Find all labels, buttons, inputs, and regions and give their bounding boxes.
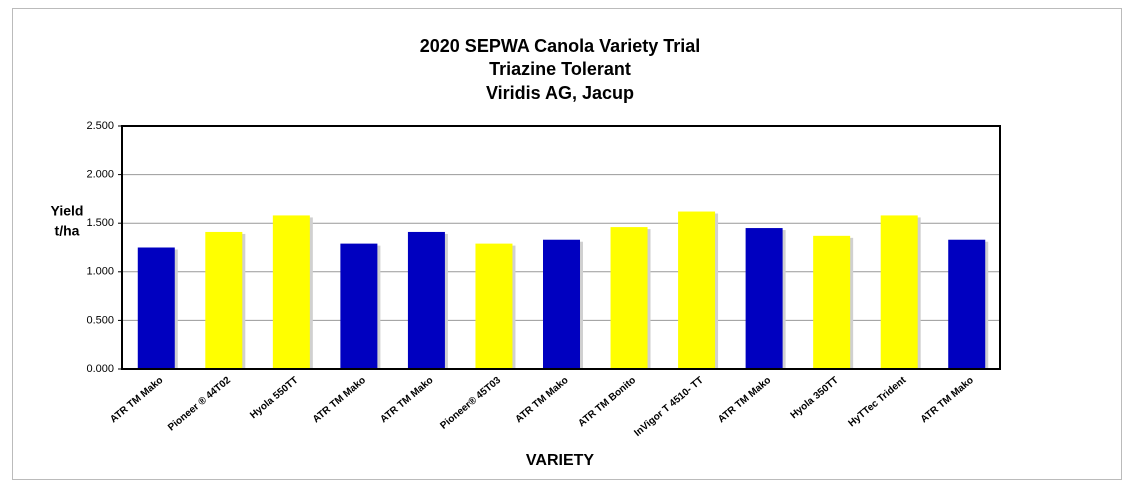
y-tick-label: 1.000 (86, 266, 114, 278)
bar (205, 231, 243, 369)
bar (678, 211, 716, 369)
y-tick-label: 2.000 (86, 169, 114, 181)
chart-title: 2020 SEPWA Canola Variety Trial (420, 36, 700, 56)
bar (745, 228, 783, 369)
y-tick-label: 1.500 (86, 217, 114, 229)
bar (137, 247, 175, 369)
bar (475, 243, 513, 369)
y-tick-label: 0.500 (86, 314, 114, 326)
y-tick-label: 2.500 (86, 120, 114, 132)
x-axis-label: VARIETY (526, 452, 594, 469)
bar (407, 231, 445, 369)
plot-frame (121, 125, 1001, 370)
y-axis-label: Yield (51, 203, 84, 219)
bar (880, 215, 918, 369)
bar (813, 235, 851, 369)
chart-title: Triazine Tolerant (489, 59, 631, 79)
y-axis-label: t/ha (55, 223, 80, 239)
bar (948, 239, 986, 369)
bar (272, 215, 310, 369)
chart-title: Viridis AG, Jacup (486, 83, 634, 103)
bar (610, 227, 648, 369)
bar (543, 239, 580, 369)
y-tick-label: 0.000 (86, 363, 114, 375)
bar (340, 243, 378, 369)
